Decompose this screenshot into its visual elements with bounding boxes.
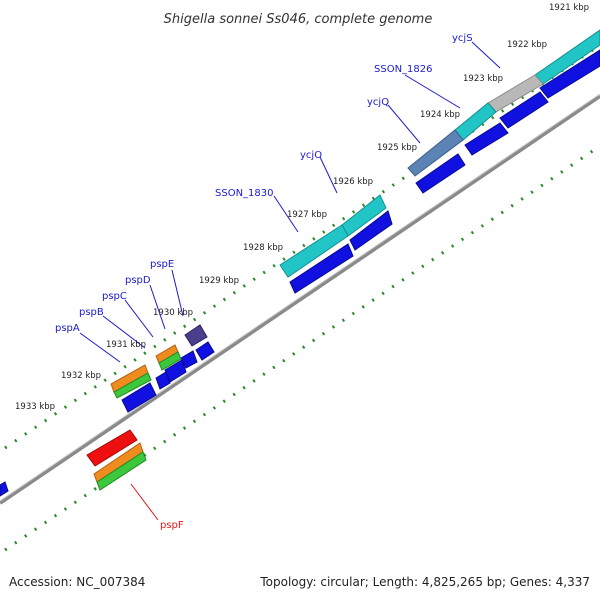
gene-label-ycjO[interactable]: ycjO (300, 150, 322, 161)
gene-label-ycjQ[interactable]: ycjQ (367, 97, 389, 108)
gene-label-pspC[interactable]: pspC (102, 291, 127, 302)
gene-label-ycjS[interactable]: ycjS (452, 33, 473, 44)
gene-label-pspF[interactable]: pspF (160, 520, 184, 531)
gene-label-pspA[interactable]: pspA (55, 323, 80, 334)
kbp-label: 1926 kbp (333, 177, 373, 187)
cds-pspF[interactable] (86, 429, 138, 467)
gene-pspB-green[interactable] (158, 351, 182, 371)
gene-labels: ycjS SSON_1826 ycjQ ycjO SSON_1830 pspE … (55, 33, 473, 531)
kbp-label: 1921 kbp (549, 3, 589, 13)
genome-backbone (0, 94, 600, 505)
gene-pspE[interactable] (184, 324, 208, 347)
gene-label-pspE[interactable]: pspE (150, 259, 174, 270)
kbp-label: 1929 kbp (199, 276, 239, 286)
genome-info-text: Topology: circular; Length: 4,825,265 bp… (259, 575, 590, 589)
cds-SSON_1826[interactable] (499, 91, 549, 129)
gene-label-pspD[interactable]: pspD (125, 275, 151, 286)
kbp-label: 1933 kbp (15, 402, 55, 412)
cds-pspA[interactable] (121, 382, 157, 413)
accession-text: Accession: NC_007384 (9, 575, 145, 589)
kbp-label: 1928 kbp (243, 243, 283, 253)
kbp-label: 1925 kbp (377, 143, 417, 153)
cds-pspD[interactable] (180, 350, 198, 369)
cds-ycjP[interactable] (415, 153, 466, 194)
cds-ycjQ[interactable] (464, 122, 509, 156)
gene-pspF-green[interactable] (96, 451, 147, 491)
gene-pspA-green[interactable] (113, 372, 152, 399)
cds-ycjS[interactable] (539, 49, 600, 99)
gene-label-SSON_1830[interactable]: SSON_1830 (215, 188, 274, 199)
kbp-label: 1922 kbp (507, 40, 547, 50)
tick-row-outer (4, 43, 600, 450)
cds-ycjO[interactable] (349, 210, 393, 251)
gene-SSON_1830[interactable] (279, 224, 349, 278)
cds-SSON_1830[interactable] (289, 243, 354, 294)
genome-backbone-highlight (0, 93, 600, 502)
cds-pspE[interactable] (195, 341, 215, 361)
kbp-label: 1923 kbp (463, 74, 503, 84)
kbp-label: 1924 kbp (420, 110, 460, 120)
gene-ycjP[interactable] (407, 129, 464, 177)
kbp-label: 1932 kbp (61, 371, 101, 381)
kbp-label: 1927 kbp (287, 210, 327, 220)
kbp-label: 1931 kbp (106, 340, 146, 350)
tick-row-inner (4, 144, 600, 552)
features (0, 29, 600, 497)
gene-label-pspB[interactable]: pspB (79, 307, 104, 318)
map-title: Shigella sonnei Ss046, complete genome (164, 12, 433, 27)
cds-partial-left[interactable] (0, 481, 9, 497)
kbp-label: 1930 kbp (153, 308, 193, 318)
gene-label-SSON_1826[interactable]: SSON_1826 (374, 64, 433, 75)
kbp-labels: 1921 kbp 1922 kbp 1923 kbp 1924 kbp 1925… (15, 3, 589, 412)
label-leaders (79, 41, 501, 521)
cds-pspB[interactable] (155, 371, 171, 390)
